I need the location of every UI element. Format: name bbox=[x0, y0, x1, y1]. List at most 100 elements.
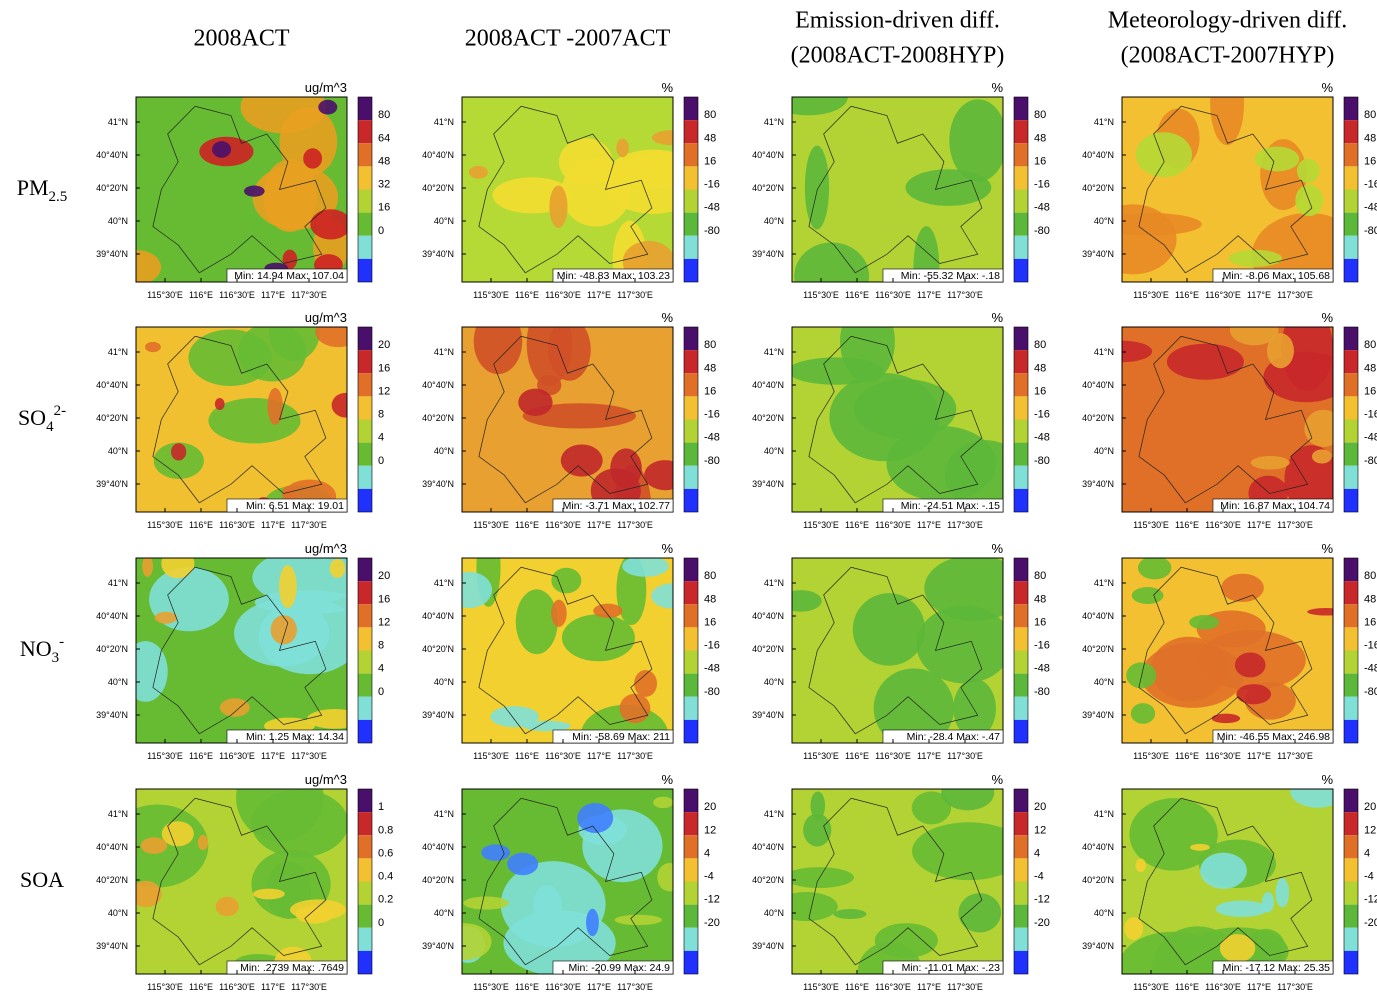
colorbar-segment bbox=[1014, 190, 1028, 213]
colorbar-label: 48 bbox=[1034, 593, 1046, 605]
lon-tick-label: 116°30'E bbox=[875, 982, 911, 992]
lon-tick-label: 115°30'E bbox=[147, 520, 183, 530]
colorbar-segment bbox=[684, 420, 698, 443]
column-title: Emission-driven diff. bbox=[795, 8, 1000, 34]
lon-tick-label: 116°E bbox=[189, 520, 213, 530]
map-contour bbox=[155, 612, 177, 624]
colorbar-label: 4 bbox=[1034, 847, 1040, 859]
stats: Min: -3.71 Max: 102.77 bbox=[563, 500, 671, 512]
colorbar-segment bbox=[1344, 143, 1358, 166]
map-contour bbox=[551, 568, 581, 594]
unit: % bbox=[1321, 772, 1333, 787]
colorbar-label: 16 bbox=[704, 385, 716, 397]
colorbar-segment bbox=[1014, 951, 1028, 974]
colorbar-segment bbox=[1344, 466, 1358, 489]
colorbar-segment bbox=[358, 373, 372, 396]
colorbar-label: 48 bbox=[704, 593, 716, 605]
colorbar-segment bbox=[1014, 259, 1028, 282]
colorbar-label: 16 bbox=[1364, 155, 1376, 167]
colorbar-segment bbox=[1344, 627, 1358, 650]
colorbar-label: 0.8 bbox=[378, 824, 393, 836]
lon-tick-label: 115°30'E bbox=[1133, 290, 1169, 300]
map-contour bbox=[481, 844, 510, 860]
colorbar-label: 0 bbox=[378, 917, 384, 929]
lat-tick-label: 39°40'N bbox=[1082, 479, 1114, 489]
colorbar-segment bbox=[684, 674, 698, 697]
colorbar-label: 0 bbox=[378, 455, 384, 467]
colorbar-segment bbox=[1014, 581, 1028, 604]
colorbar-segment bbox=[358, 905, 372, 928]
lon-tick-label: 117°30'E bbox=[617, 982, 653, 992]
colorbar-segment bbox=[358, 674, 372, 697]
lon-tick-label: 116°E bbox=[1175, 290, 1199, 300]
map-contour bbox=[916, 605, 1012, 683]
colorbar-segment bbox=[684, 812, 698, 835]
lon-tick-label: 117°E bbox=[917, 751, 941, 761]
colorbar-label: 48 bbox=[1364, 362, 1376, 374]
colorbar-label: 64 bbox=[378, 132, 390, 144]
colorbar-segment bbox=[1014, 213, 1028, 236]
lon-tick-label: 117°E bbox=[587, 751, 611, 761]
lat-tick-label: 41°N bbox=[1094, 578, 1114, 588]
colorbar-segment bbox=[1014, 905, 1028, 928]
lon-tick-label: 117°30'E bbox=[947, 290, 983, 300]
lat-tick-label: 40°N bbox=[434, 677, 454, 687]
lon-tick-label: 117°E bbox=[261, 751, 285, 761]
lat-tick-label: 41°N bbox=[434, 809, 454, 819]
stats: Min: -46.55 Max: 246.98 bbox=[1217, 731, 1330, 743]
map-contour bbox=[212, 141, 231, 158]
lon-tick-label: 116°30'E bbox=[219, 290, 255, 300]
unit: ug/m^3 bbox=[305, 772, 347, 787]
colorbar-label: 12 bbox=[1364, 824, 1376, 836]
colorbar-segment bbox=[358, 835, 372, 858]
colorbar-segment bbox=[358, 928, 372, 951]
map-contour bbox=[474, 309, 523, 374]
colorbar-segment bbox=[684, 97, 698, 120]
map-contour bbox=[141, 837, 167, 854]
column-title: 2008ACT -2007ACT bbox=[465, 26, 671, 52]
map-contour bbox=[614, 915, 662, 925]
lon-tick-label: 116°E bbox=[189, 982, 213, 992]
colorbar-segment bbox=[1344, 697, 1358, 720]
colorbar-segment bbox=[684, 190, 698, 213]
map-contour bbox=[332, 393, 360, 418]
colorbar-segment bbox=[358, 720, 372, 743]
map-contour bbox=[941, 775, 994, 810]
colorbar-segment bbox=[684, 466, 698, 489]
unit: % bbox=[991, 310, 1003, 325]
lat-tick-label: 40°20'N bbox=[1082, 183, 1114, 193]
colorbar-label: -16 bbox=[704, 409, 720, 421]
lon-tick-label: 116°E bbox=[1175, 751, 1199, 761]
colorbar-label: 80 bbox=[1034, 570, 1046, 582]
figure: 2008ACT 2008ACT -2007ACT Emission-driven d… bbox=[0, 0, 1377, 997]
unit: ug/m^3 bbox=[305, 541, 347, 556]
colorbar-label: -80 bbox=[704, 225, 720, 237]
map-contour bbox=[875, 923, 938, 958]
colorbar-segment bbox=[1344, 789, 1358, 812]
colorbar-segment bbox=[358, 882, 372, 905]
unit: % bbox=[1321, 80, 1333, 95]
lon-tick-label: 116°30'E bbox=[875, 520, 911, 530]
colorbar-label: -48 bbox=[704, 663, 720, 675]
colorbar-segment bbox=[1014, 720, 1028, 743]
column-title: 2008ACT bbox=[194, 26, 290, 52]
colorbar-segment bbox=[358, 327, 372, 350]
map bbox=[111, 81, 351, 285]
colorbar-segment bbox=[1344, 120, 1358, 143]
colorbar-label: 0.6 bbox=[378, 847, 393, 859]
colorbar-label: 12 bbox=[1034, 824, 1046, 836]
colorbar-segment bbox=[1344, 651, 1358, 674]
map-contour bbox=[1189, 615, 1219, 629]
lat-tick-label: 40°20'N bbox=[1082, 413, 1114, 423]
colorbar-segment bbox=[1014, 882, 1028, 905]
lat-tick-label: 39°40'N bbox=[752, 941, 784, 951]
lon-tick-label: 116°30'E bbox=[545, 751, 581, 761]
colorbar-label: -48 bbox=[1364, 202, 1377, 214]
map-contour bbox=[1229, 250, 1282, 267]
colorbar-label: 48 bbox=[378, 155, 390, 167]
colorbar-segment bbox=[684, 558, 698, 581]
colorbar-label: 0.4 bbox=[378, 871, 393, 883]
colorbar-segment bbox=[1344, 720, 1358, 743]
lon-tick-label: 115°30'E bbox=[473, 290, 509, 300]
map-contour bbox=[330, 559, 345, 578]
